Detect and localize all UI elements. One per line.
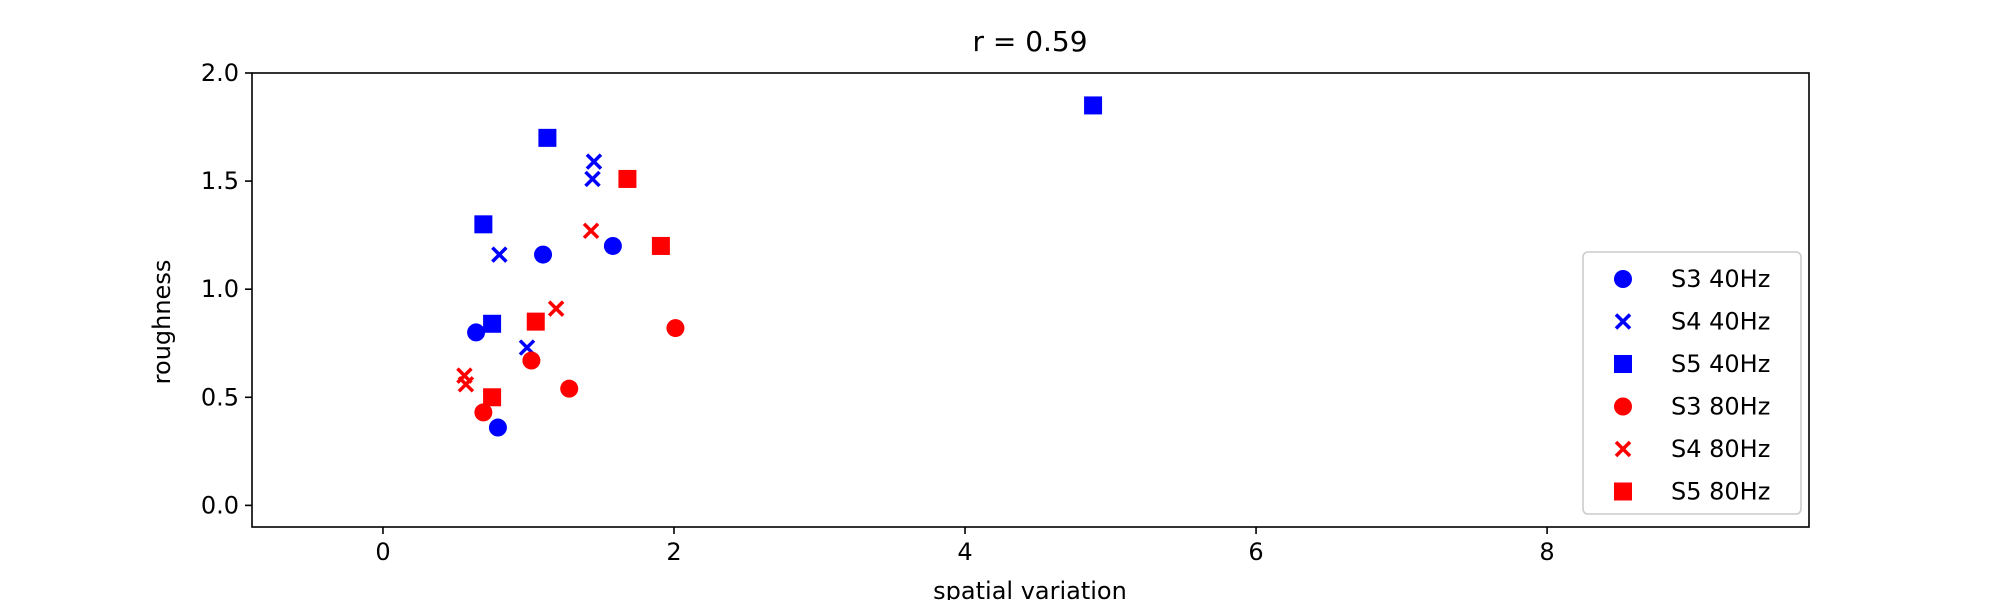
data-point-circle <box>603 236 622 255</box>
data-point-square <box>1084 96 1103 115</box>
data-point-circle <box>474 403 493 422</box>
x-tick-label: 4 <box>957 538 972 566</box>
y-axis-label: roughness <box>148 260 176 385</box>
series-group <box>474 319 685 422</box>
data-point-x-stroke <box>585 153 603 170</box>
legend-marker-x <box>1614 440 1632 458</box>
x-tick-label: 2 <box>666 538 681 566</box>
data-point-x-stroke <box>584 170 601 188</box>
data-point-x-stroke <box>491 246 508 263</box>
data-point-x <box>457 376 475 393</box>
data-point-circle <box>534 245 553 264</box>
legend-marker-square <box>1614 355 1632 373</box>
series-group <box>491 153 603 356</box>
data-point-x-stroke <box>582 222 600 240</box>
legend-marker-x-stroke <box>1614 313 1632 330</box>
data-point-circle <box>488 418 507 437</box>
legend-label: S4 80Hz <box>1671 435 1770 463</box>
data-point-x <box>491 246 508 263</box>
data-point-square <box>651 236 670 255</box>
series-group <box>483 169 670 407</box>
series-group <box>456 222 600 393</box>
legend-marker-x-stroke <box>1614 440 1632 458</box>
data-point-x-stroke <box>457 376 475 393</box>
y-tick-label: 1.5 <box>201 167 239 195</box>
legend-label: S5 40Hz <box>1671 350 1770 378</box>
x-tick-label: 6 <box>1248 538 1263 566</box>
data-point-x <box>585 153 603 170</box>
y-tick-label: 2.0 <box>201 59 239 87</box>
legend-marker-circle <box>1614 270 1632 288</box>
data-point-circle <box>666 319 685 338</box>
data-point-square <box>483 314 502 333</box>
y-tick-label: 0.0 <box>201 491 239 519</box>
x-tick-label: 8 <box>1539 538 1554 566</box>
legend-marker-x <box>1614 313 1632 330</box>
data-point-circle <box>522 351 541 370</box>
data-point-square <box>538 128 557 147</box>
x-axis-label: spatial variation <box>933 577 1127 600</box>
legend-marker-square <box>1614 482 1632 501</box>
data-point-circle <box>467 323 486 342</box>
legend: S3 40Hz S4 40Hz S5 40Hz S3 80Hz S4 80Hz S5 80… <box>1582 251 1802 515</box>
legend-label: S5 80Hz <box>1671 478 1770 506</box>
x-tick-label: 0 <box>375 538 390 566</box>
data-point-x <box>547 300 565 317</box>
data-point-x <box>584 170 601 188</box>
data-point-x <box>582 222 600 240</box>
axes-frame <box>251 72 1810 528</box>
data-point-square <box>618 169 637 188</box>
legend-box <box>1582 251 1802 515</box>
data-point-circle <box>560 379 579 398</box>
data-point-x-stroke <box>518 339 536 356</box>
y-tick-label: 0.5 <box>201 383 239 411</box>
plot-area: 0 2 4 6 8 0.0 0.5 1.0 1.5 2.0 <box>201 59 1810 566</box>
legend-label: S4 40Hz <box>1671 308 1770 336</box>
legend-marker-circle <box>1614 397 1632 416</box>
series-group <box>467 236 622 437</box>
y-tick-label: 1.0 <box>201 275 239 303</box>
data-point-x-stroke <box>547 300 565 317</box>
chart-title: r = 0.59 <box>972 25 1087 58</box>
data-point-square <box>483 388 502 407</box>
data-point-square <box>526 312 545 331</box>
legend-label: S3 80Hz <box>1671 393 1770 421</box>
legend-label: S3 40Hz <box>1671 265 1770 293</box>
series-group <box>474 96 1103 333</box>
data-point-square <box>474 215 493 234</box>
